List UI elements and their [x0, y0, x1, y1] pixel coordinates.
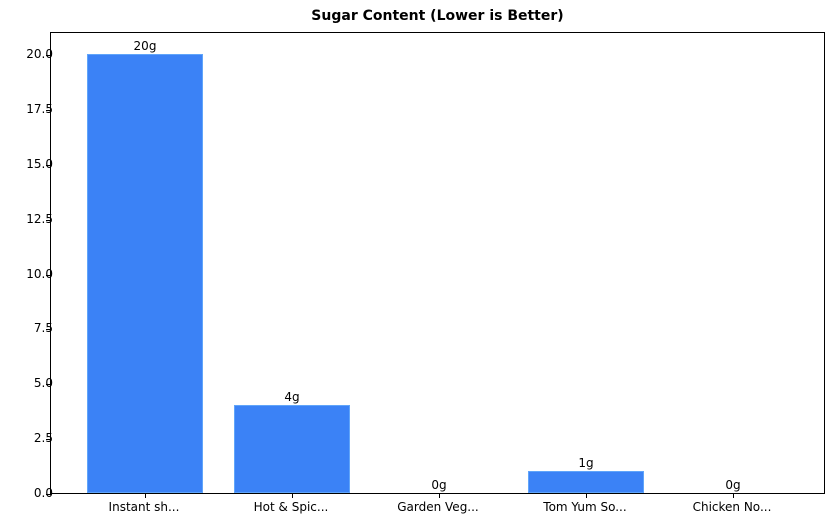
x-tick-label: Tom Yum So... — [543, 500, 627, 514]
chart-title: Sugar Content (Lower is Better) — [311, 8, 564, 24]
x-tick-label: Hot & Spic... — [253, 500, 329, 514]
y-tick — [46, 109, 51, 111]
bar — [528, 471, 644, 493]
bar-value-label: 0g — [431, 478, 447, 492]
y-tick — [46, 164, 51, 166]
y-tick-label: 2.5 — [33, 431, 53, 446]
bar-value-label: 4g — [284, 390, 300, 405]
bar-value-label: 0g — [725, 478, 741, 492]
y-tick-label: 12.5 — [26, 211, 53, 226]
bar — [234, 405, 350, 493]
y-tick — [46, 494, 51, 495]
plot-area: 20g 4g 0g 1g 0g — [46, 32, 825, 498]
y-tick — [46, 219, 51, 221]
y-tick-label: 17.5 — [26, 101, 53, 116]
y-tick — [46, 439, 51, 441]
bar-value-label: 20g — [133, 39, 157, 54]
y-tick-label: 7.5 — [33, 321, 53, 336]
x-tick — [292, 493, 293, 498]
x-tick-label: Garden Veg... — [397, 500, 479, 514]
y-tick — [46, 329, 51, 331]
x-tick — [145, 493, 146, 498]
x-tick — [439, 493, 440, 498]
bar — [87, 54, 203, 493]
y-tick — [46, 55, 51, 57]
y-tick-label: 5.0 — [33, 376, 53, 391]
x-tick — [733, 493, 734, 498]
bar-value-label: 1g — [578, 456, 594, 471]
y-tick — [46, 274, 51, 276]
y-tick-label: 15.0 — [26, 156, 53, 171]
y-tick-label: 10.0 — [26, 266, 53, 281]
y-tick-label: 0.0 — [33, 486, 53, 500]
x-tick — [586, 493, 587, 498]
x-tick-label: Instant sh... — [108, 500, 180, 514]
y-tick-label: 20.0 — [26, 47, 53, 62]
x-tick-label: Chicken No... — [692, 500, 772, 514]
y-tick — [46, 384, 51, 386]
